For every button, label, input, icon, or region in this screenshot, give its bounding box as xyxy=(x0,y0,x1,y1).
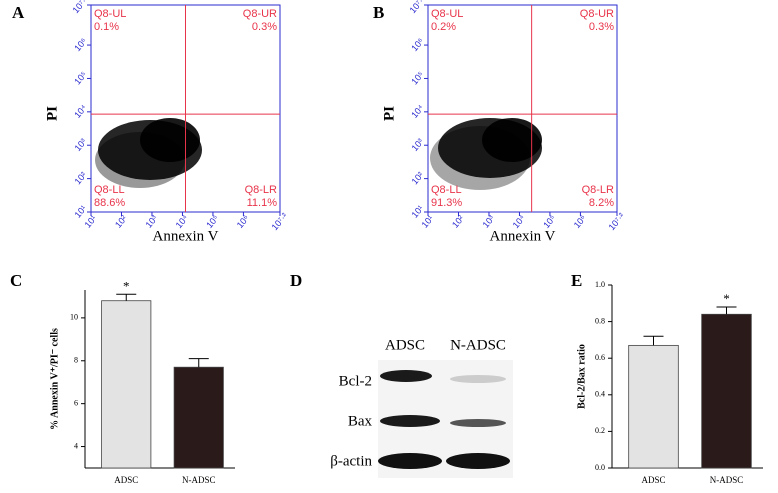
y-tick-label: 0.0 xyxy=(595,463,605,472)
quadrant-name: Q8-LL xyxy=(431,184,462,196)
y-tick-label: 10⁷·² xyxy=(70,0,90,15)
quadrant-name: Q8-UR xyxy=(243,8,277,20)
panel-label: C xyxy=(10,271,22,290)
x-tick-label: 10³ xyxy=(143,213,159,229)
x-tick-label: 10⁷·² xyxy=(269,211,289,232)
panel-label: B xyxy=(373,3,384,22)
error-bar xyxy=(188,358,209,368)
lane-label: N-ADSC xyxy=(450,337,506,353)
y-tick-label: 6 xyxy=(74,398,78,407)
x-tick-label: 10² xyxy=(113,213,129,229)
y-axis-label: % Annexin V⁺/PI⁻ cells xyxy=(49,328,60,430)
y-tick-label: 10⁵ xyxy=(409,69,426,86)
quadrant-name: Q8-LL xyxy=(94,184,125,196)
y-tick-label: 1.0 xyxy=(595,280,605,289)
protein-label: Bax xyxy=(348,413,373,429)
y-tick-label: 10⁷·² xyxy=(407,0,427,15)
quadrant-value: 0.1% xyxy=(94,21,119,33)
x-tick-label: ADSC xyxy=(114,475,138,485)
x-tick-label: 10⁶ xyxy=(235,213,252,230)
blot-bands xyxy=(378,360,513,478)
y-tick-label: 10² xyxy=(410,170,426,186)
bar xyxy=(101,300,152,469)
quadrant-value: 8.2% xyxy=(589,197,614,209)
x-tick-label: 10² xyxy=(450,213,466,229)
y-axis-label: PI xyxy=(381,106,397,121)
quadrant-name: Q8-UL xyxy=(431,8,463,20)
bar xyxy=(701,313,752,469)
error-bar xyxy=(716,306,737,315)
y-tick-label: 10⁴ xyxy=(72,103,89,120)
y-tick-label: 10⁶ xyxy=(72,36,89,53)
x-tick-label: ADSC xyxy=(641,475,665,485)
panel-label: D xyxy=(290,271,302,290)
plot-frame xyxy=(427,4,618,213)
quadrant-name: Q8-UR xyxy=(580,8,614,20)
significance-mark: * xyxy=(123,278,130,293)
y-axis-label: Bcl-2/Bax ratio xyxy=(576,344,587,409)
lane-label: ADSC xyxy=(385,337,425,353)
quadrant-value: 91.3% xyxy=(431,197,462,209)
y-axis-label: PI xyxy=(44,106,60,121)
y-tick-label: 10⁴ xyxy=(409,103,426,120)
quadrant-value: 0.3% xyxy=(252,21,277,33)
dot-cloud xyxy=(95,118,542,190)
x-tick-label: 10³ xyxy=(480,213,496,229)
quadrant-name: Q8-LR xyxy=(245,184,277,196)
error-bar xyxy=(116,293,137,301)
y-tick-label: 0.4 xyxy=(595,390,605,399)
protein-label: β-actin xyxy=(330,453,372,469)
y-tick-label: 0.8 xyxy=(595,316,605,325)
panel-label: A xyxy=(12,3,25,22)
significance-mark: * xyxy=(723,291,730,306)
x-tick-label: 10⁶ xyxy=(572,213,589,230)
x-tick-label: 10⁷·² xyxy=(606,211,626,232)
x-tick-label: 10¹ xyxy=(420,213,436,229)
y-tick-label: 10⁵ xyxy=(72,69,89,86)
y-tick-label: 10 xyxy=(70,313,78,322)
y-tick-label: 10¹ xyxy=(410,203,426,219)
y-tick-label: 4 xyxy=(74,441,78,450)
panel-label: E xyxy=(571,271,582,290)
quadrant-value: 0.2% xyxy=(431,21,456,33)
y-tick-label: 10¹ xyxy=(73,203,89,219)
quadrant-name: Q8-UL xyxy=(94,8,126,20)
quadrant-name: Q8-LR xyxy=(582,184,614,196)
y-tick-label: 0.2 xyxy=(595,426,605,435)
y-tick-label: 10³ xyxy=(410,137,426,153)
x-axis-label: Annexin V xyxy=(490,228,556,244)
y-tick-label: 8 xyxy=(74,356,78,365)
x-tick-label: N-ADSC xyxy=(710,475,744,485)
y-tick-label: 10² xyxy=(73,170,89,186)
bar xyxy=(173,366,224,469)
protein-label: Bcl-2 xyxy=(339,373,372,389)
x-axis-label: Annexin V xyxy=(153,228,219,244)
x-tick-label: 10¹ xyxy=(83,213,99,229)
x-tick-label: N-ADSC xyxy=(182,475,216,485)
y-tick-label: 10³ xyxy=(73,137,89,153)
y-tick-label: 10⁶ xyxy=(409,36,426,53)
bar xyxy=(628,344,679,469)
error-bar xyxy=(643,335,664,346)
y-tick-label: 0.6 xyxy=(595,353,605,362)
quadrant-value: 88.6% xyxy=(94,197,125,209)
quadrant-value: 11.1% xyxy=(247,197,278,209)
quadrant-value: 0.3% xyxy=(589,21,614,33)
